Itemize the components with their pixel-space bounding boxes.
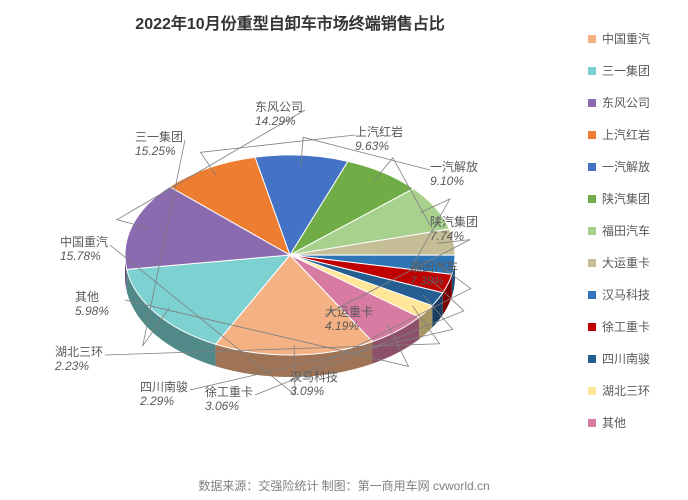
legend-item: 一汽解放: [588, 158, 683, 175]
slice-percent: 5.98%: [75, 304, 109, 318]
legend-item: 福田汽车: [588, 222, 683, 239]
legend-swatch: [588, 163, 596, 171]
slice-percent: 9.63%: [355, 139, 403, 153]
slice-name: 大运重卡: [325, 305, 373, 319]
slice-label: 福田汽车7.38%: [410, 260, 458, 289]
slice-percent: 7.74%: [430, 229, 478, 243]
slice-name: 四川南骏: [140, 380, 188, 394]
legend-label: 徐工重卡: [602, 318, 650, 335]
legend-swatch: [588, 195, 596, 203]
legend-item: 汉马科技: [588, 286, 683, 303]
legend-swatch: [588, 227, 596, 235]
slice-label: 其他5.98%: [75, 290, 109, 319]
legend-swatch: [588, 419, 596, 427]
slice-label: 一汽解放9.10%: [430, 160, 478, 189]
legend-label: 四川南骏: [602, 350, 650, 367]
slice-percent: 7.38%: [410, 274, 458, 288]
legend-swatch: [588, 99, 596, 107]
slice-name: 三一集团: [135, 130, 183, 144]
legend-item: 大运重卡: [588, 254, 683, 271]
legend-swatch: [588, 35, 596, 43]
slice-percent: 3.09%: [290, 384, 338, 398]
slice-name: 徐工重卡: [205, 385, 253, 399]
slice-label: 东风公司14.29%: [255, 100, 303, 129]
legend-swatch: [588, 291, 596, 299]
slice-label: 汉马科技3.09%: [290, 370, 338, 399]
slice-label: 上汽红岩9.63%: [355, 125, 403, 154]
legend-item: 其他: [588, 414, 683, 431]
legend-swatch: [588, 131, 596, 139]
slice-percent: 9.10%: [430, 174, 478, 188]
pie-chart: 中国重汽15.78% 三一集团15.25% 东风公司14.29% 上汽红岩9.63% 一…: [0, 40, 580, 470]
legend-label: 三一集团: [602, 62, 650, 79]
legend: 中国重汽三一集团东风公司上汽红岩一汽解放陕汽集团福田汽车大运重卡汉马科技徐工重卡…: [588, 30, 683, 446]
legend-label: 湖北三环: [602, 382, 650, 399]
legend-item: 湖北三环: [588, 382, 683, 399]
chart-container: 2022年10月份重型自卸车市场终端销售占比 中国重汽15.78%三一集团15.…: [0, 0, 688, 500]
slice-label: 徐工重卡3.06%: [205, 385, 253, 414]
slice-label: 陕汽集团7.74%: [430, 215, 478, 244]
slice-percent: 15.25%: [135, 144, 183, 158]
slice-name: 福田汽车: [410, 260, 458, 274]
slice-percent: 14.29%: [255, 114, 303, 128]
slice-label: 四川南骏2.29%: [140, 380, 188, 409]
legend-swatch: [588, 387, 596, 395]
legend-label: 汉马科技: [602, 286, 650, 303]
slice-name: 一汽解放: [430, 160, 478, 174]
legend-swatch: [588, 67, 596, 75]
footer-text: 数据来源：交强险统计 制图：第一商用车网 cvworld.cn: [0, 477, 688, 494]
slice-name: 东风公司: [255, 100, 303, 114]
legend-swatch: [588, 259, 596, 267]
slice-name: 陕汽集团: [430, 215, 478, 229]
slice-name: 上汽红岩: [355, 125, 403, 139]
legend-label: 其他: [602, 414, 626, 431]
legend-label: 福田汽车: [602, 222, 650, 239]
legend-item: 中国重汽: [588, 30, 683, 47]
legend-label: 大运重卡: [602, 254, 650, 271]
slice-label: 湖北三环2.23%: [55, 345, 103, 374]
slice-label: 中国重汽15.78%: [60, 235, 108, 264]
slice-percent: 2.23%: [55, 359, 103, 373]
slice-name: 其他: [75, 290, 109, 304]
slice-label: 三一集团15.25%: [135, 130, 183, 159]
legend-item: 四川南骏: [588, 350, 683, 367]
legend-swatch: [588, 323, 596, 331]
legend-label: 上汽红岩: [602, 126, 650, 143]
slice-percent: 3.06%: [205, 399, 253, 413]
chart-title: 2022年10月份重型自卸车市场终端销售占比: [0, 10, 580, 34]
legend-label: 中国重汽: [602, 30, 650, 47]
legend-label: 陕汽集团: [602, 190, 650, 207]
slice-label: 大运重卡4.19%: [325, 305, 373, 334]
slice-percent: 4.19%: [325, 319, 373, 333]
legend-item: 陕汽集团: [588, 190, 683, 207]
legend-item: 上汽红岩: [588, 126, 683, 143]
legend-label: 东风公司: [602, 94, 650, 111]
slice-name: 汉马科技: [290, 370, 338, 384]
slice-percent: 2.29%: [140, 394, 188, 408]
slice-percent: 15.78%: [60, 249, 108, 263]
legend-item: 徐工重卡: [588, 318, 683, 335]
legend-label: 一汽解放: [602, 158, 650, 175]
slice-name: 湖北三环: [55, 345, 103, 359]
legend-item: 三一集团: [588, 62, 683, 79]
slice-name: 中国重汽: [60, 235, 108, 249]
legend-swatch: [588, 355, 596, 363]
legend-item: 东风公司: [588, 94, 683, 111]
